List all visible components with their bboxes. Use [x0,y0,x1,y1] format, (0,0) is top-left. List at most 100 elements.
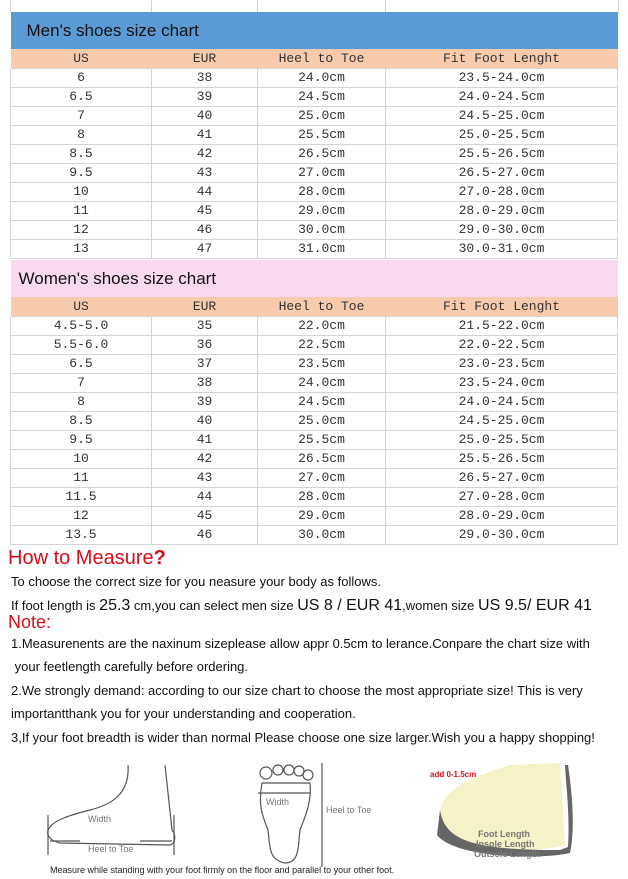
cell-fit-foot-length: 29.0-30.0cm [384,525,619,545]
add-allowance-label: add 0-1.5cm [430,770,476,779]
cell-fit-foot-length: 24.5-25.0cm [384,411,619,431]
top-width-label: Width [266,797,289,807]
cell-fit-foot-length: 27.0-28.0cm [384,487,619,507]
measurement-diagrams: Width Heel to Toe Width Heel to Toe add … [47,763,573,875]
cell-fit-foot-length: 25.5-26.5cm [385,144,618,164]
cell-eur: 45 [151,201,258,221]
note-heading: Note: [8,612,52,632]
col-fit-foot-length: Fit Foot Lenght [385,297,618,317]
cell-us: 8.5 [10,144,152,164]
heading-text: How to Measure [8,547,154,569]
col-heel-to-toe: Heel to Toe [257,49,386,69]
cell-eur: 44 [151,487,258,507]
table-row: 10 44 28.0cm 27.0-28.0cm [10,182,618,202]
cell-us: 7 [10,373,152,393]
cell-eur: 46 [151,220,258,240]
diagram-caption: Measure while standing with your foot fi… [50,865,394,875]
insole-length-label: Insole Length [476,839,535,849]
col-us: US [10,49,152,69]
table-row: 4.5-5.0 35 22.0cm 21.5-22.0cm [10,316,619,336]
cell-heel-to-toe: 31.0cm [257,239,386,259]
table-row: 11.5 44 28.0cm 27.0-28.0cm [10,487,619,507]
table-row: 13.5 46 30.0cm 29.0-30.0cm [10,525,619,545]
cell-us: 7 [10,106,152,126]
cell-us: 11 [10,201,152,221]
cell-us: 5.5-6.0 [10,335,152,355]
cell-fit-foot-length: 28.0-29.0cm [384,506,619,526]
cell-fit-foot-length: 23.0-23.5cm [384,354,619,374]
cell-eur: 38 [151,373,258,393]
how-to-measure-heading: How to Measure? [8,547,166,570]
cell-fit-foot-length: 27.0-28.0cm [385,182,618,202]
side-foot-icon [47,764,176,855]
cell-fit-foot-length: 23.5-24.0cm [384,373,619,393]
cell-eur: 36 [151,335,258,355]
cell-heel-to-toe: 30.0cm [257,220,386,240]
cell-heel-to-toe: 26.5cm [257,144,386,164]
cell-us: 4.5-5.0 [10,316,152,336]
col-eur: EUR [151,49,258,69]
cell-heel-to-toe: 22.0cm [257,316,386,336]
cell-us: 6.5 [10,354,152,374]
table-row: 9.5 41 25.5cm 25.0-25.5cm [10,430,619,450]
cell-heel-to-toe: 29.0cm [257,506,386,526]
foot-length-label: Foot Length [478,829,530,839]
outsole-length-label: Outsole Length [474,849,540,859]
cell-heel-to-toe: 26.5cm [257,449,386,469]
cell-heel-to-toe: 27.0cm [257,468,386,488]
example-text: If foot length is [11,598,100,613]
cell-eur: 46 [151,525,258,545]
cell-heel-to-toe: 24.0cm [257,373,386,393]
note-line: 1.Measurenents are the naxinum sizepleas… [11,636,590,651]
cell-us: 11.5 [10,487,152,507]
cell-fit-foot-length: 24.5-25.0cm [385,106,618,126]
table-row: 10 42 26.5cm 25.5-26.5cm [10,449,619,469]
cell-fit-foot-length: 26.5-27.0cm [385,163,618,183]
measure-intro: To choose the correct size for you neasu… [11,574,381,589]
cell-us: 10 [10,449,152,469]
note-line: 2.We strongly demand: according to our s… [11,683,583,698]
cell-heel-to-toe: 24.0cm [257,68,386,88]
col-us: US [10,297,152,317]
top-foot-icon [258,763,323,867]
cell-us: 11 [10,468,152,488]
example-men-size: US 8 / EUR 41 [297,597,403,614]
cell-fit-foot-length: 26.5-27.0cm [384,468,619,488]
cell-heel-to-toe: 30.0cm [257,525,386,545]
table-row: 5.5-6.0 36 22.5cm 22.0-22.5cm [10,335,619,355]
table-row: 9.5 43 27.0cm 26.5-27.0cm [10,163,618,183]
cell-heel-to-toe: 28.0cm [257,182,386,202]
cell-heel-to-toe: 24.5cm [257,392,386,412]
table-row: 6.5 37 23.5cm 23.0-23.5cm [10,354,619,374]
table-row: 13 47 31.0cm 30.0-31.0cm [10,239,618,259]
note-line: your feetlength carefully before orderin… [11,659,249,674]
cell-heel-to-toe: 25.5cm [257,125,386,145]
cell-us: 6.5 [10,87,152,107]
example-text: cm,you can select men size [130,598,298,613]
cell-eur: 44 [151,182,258,202]
cell-eur: 45 [151,506,258,526]
cell-eur: 43 [151,468,258,488]
table-row: 12 46 30.0cm 29.0-30.0cm [10,220,618,240]
cell-heel-to-toe: 25.0cm [257,411,386,431]
col-fit-foot-length: Fit Foot Lenght [385,49,618,69]
cell-fit-foot-length: 29.0-30.0cm [385,220,618,240]
table-row: 7 40 25.0cm 24.5-25.0cm [10,106,618,126]
table-row: 8.5 40 25.0cm 24.5-25.0cm [10,411,619,431]
cell-eur: 41 [151,430,258,450]
cell-eur: 39 [151,392,258,412]
cell-fit-foot-length: 30.0-31.0cm [385,239,618,259]
men-table-title: Men's shoes size chart [10,12,618,49]
cell-eur: 40 [151,106,258,126]
cell-heel-to-toe: 28.0cm [257,487,386,507]
men-header-row: US EUR Heel to Toe Fit Foot Lenght [10,49,618,69]
cell-us: 8 [10,392,152,412]
cell-heel-to-toe: 29.0cm [257,201,386,221]
table-row: 11 45 29.0cm 28.0-29.0cm [10,201,618,221]
measure-example: If foot length is 25.3 cm,you can select… [11,597,592,615]
top-heel-to-toe-label: Heel to Toe [326,805,371,815]
top-grid-lines [10,0,619,12]
cell-heel-to-toe: 24.5cm [257,87,386,107]
cell-fit-foot-length: 24.0-24.5cm [384,392,619,412]
men-size-table: Men's shoes size chart US EUR Heel to To… [10,12,618,259]
